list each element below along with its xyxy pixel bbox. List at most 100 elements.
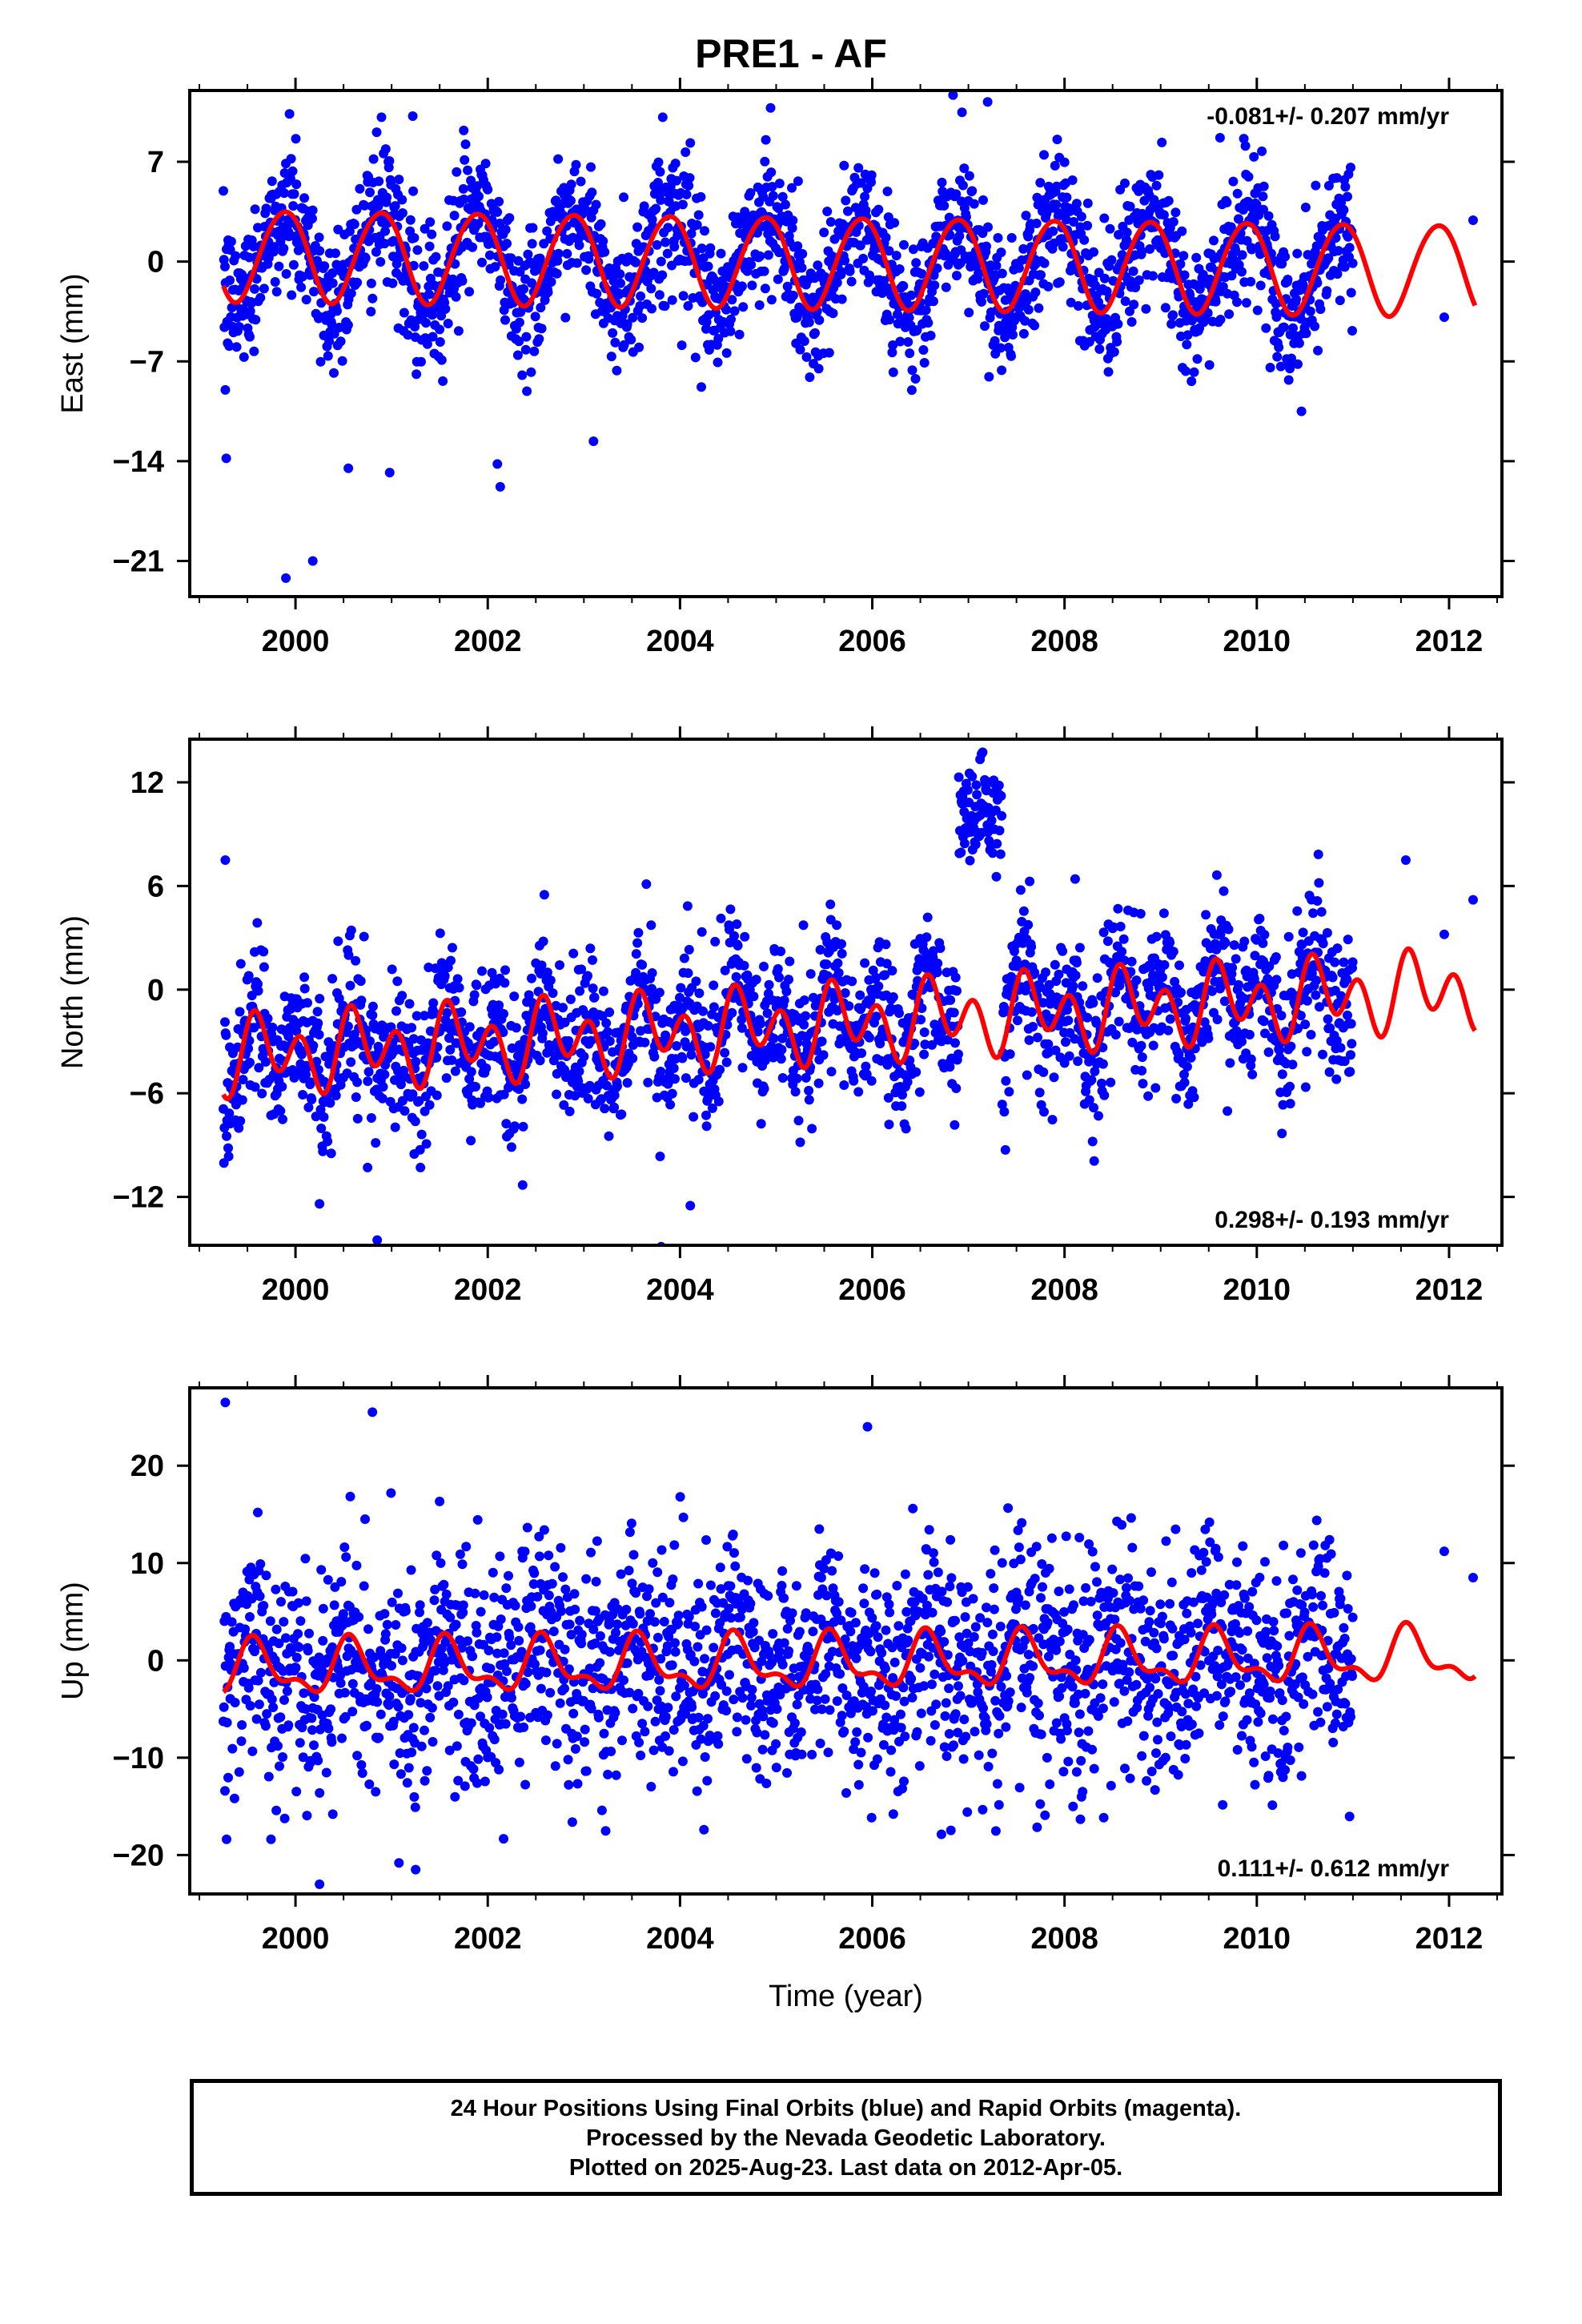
data-point [404, 999, 415, 1009]
data-point [306, 1077, 315, 1088]
data-point [499, 1009, 508, 1019]
data-point [287, 1586, 298, 1597]
data-point [1293, 359, 1303, 369]
data-point [1064, 1051, 1074, 1061]
data-point [1339, 957, 1349, 967]
data-point [315, 246, 325, 256]
data-point [1343, 191, 1352, 202]
data-point [397, 195, 408, 205]
data-point [797, 249, 808, 259]
data-point [296, 282, 307, 292]
data-point [860, 958, 870, 968]
data-point [345, 980, 355, 991]
data-point [737, 1023, 747, 1033]
data-point [1125, 201, 1135, 211]
data-point [873, 204, 884, 215]
data-point [1061, 215, 1071, 225]
data-point [243, 1043, 254, 1054]
data-point [1150, 1083, 1161, 1093]
data-point [224, 341, 235, 352]
data-point [1068, 981, 1078, 991]
data-point [324, 336, 335, 346]
data-point [732, 919, 742, 929]
data-point [352, 1113, 363, 1124]
data-point [394, 175, 404, 185]
data-point [383, 1700, 394, 1711]
data-point [535, 1055, 545, 1066]
data-point [483, 184, 493, 195]
data-point [776, 947, 786, 956]
data-point [408, 186, 419, 196]
data-point [220, 261, 230, 271]
data-point [1174, 1049, 1184, 1059]
data-point [402, 1778, 412, 1788]
data-point [1120, 296, 1130, 307]
data-point [1187, 314, 1198, 324]
data-point [1315, 304, 1326, 315]
data-point [956, 847, 966, 858]
data-point [974, 267, 984, 278]
data-point [1158, 210, 1169, 220]
data-point [299, 1688, 309, 1699]
data-point [1137, 247, 1147, 256]
data-point [400, 1106, 410, 1116]
data-point [477, 966, 487, 976]
data-point [315, 1787, 325, 1798]
data-point [685, 1200, 696, 1211]
data-point [917, 1003, 927, 1013]
data-point [367, 1001, 378, 1011]
data-point [453, 326, 464, 336]
data-point [622, 319, 632, 329]
data-point [414, 1096, 424, 1106]
data-point [1287, 1059, 1298, 1070]
data-point [1236, 1005, 1247, 1015]
data-point [939, 200, 950, 211]
data-point [346, 288, 356, 299]
data-point [959, 838, 970, 849]
data-point [720, 1047, 730, 1058]
data-point [954, 231, 965, 241]
data-point [990, 674, 1000, 684]
data-point [409, 233, 420, 243]
data-point [1186, 1052, 1196, 1063]
data-point [647, 968, 657, 978]
data-point [520, 1080, 531, 1089]
data-point [1157, 972, 1167, 983]
data-point [403, 330, 413, 340]
data-point [245, 332, 255, 342]
data-point [583, 971, 592, 981]
data-point [391, 259, 402, 269]
data-point [1224, 309, 1235, 320]
data-point [435, 324, 445, 335]
data-point [461, 1542, 472, 1552]
data-point [661, 237, 671, 247]
data-point [904, 312, 914, 323]
data-point [1165, 1014, 1175, 1024]
data-point [657, 270, 668, 280]
data-point [1332, 943, 1343, 954]
data-point [921, 932, 932, 943]
data-point [411, 1056, 421, 1067]
data-point [833, 967, 844, 978]
data-point [457, 1559, 468, 1570]
data-point [1089, 247, 1098, 257]
data-point [865, 270, 874, 280]
data-point [734, 329, 745, 340]
data-point [855, 240, 865, 251]
data-point [701, 317, 712, 328]
data-point [327, 1809, 338, 1819]
data-point [697, 382, 706, 392]
data-point [469, 990, 480, 1000]
data-point [1244, 1030, 1255, 1039]
data-point [542, 967, 552, 978]
data-point [432, 1090, 442, 1100]
data-point [967, 771, 978, 782]
data-point [1126, 317, 1137, 327]
data-point [1071, 958, 1082, 968]
data-point [1129, 300, 1139, 310]
data-point [1113, 319, 1123, 329]
data-point [895, 336, 905, 347]
data-point [473, 219, 484, 229]
data-point [456, 1007, 467, 1017]
